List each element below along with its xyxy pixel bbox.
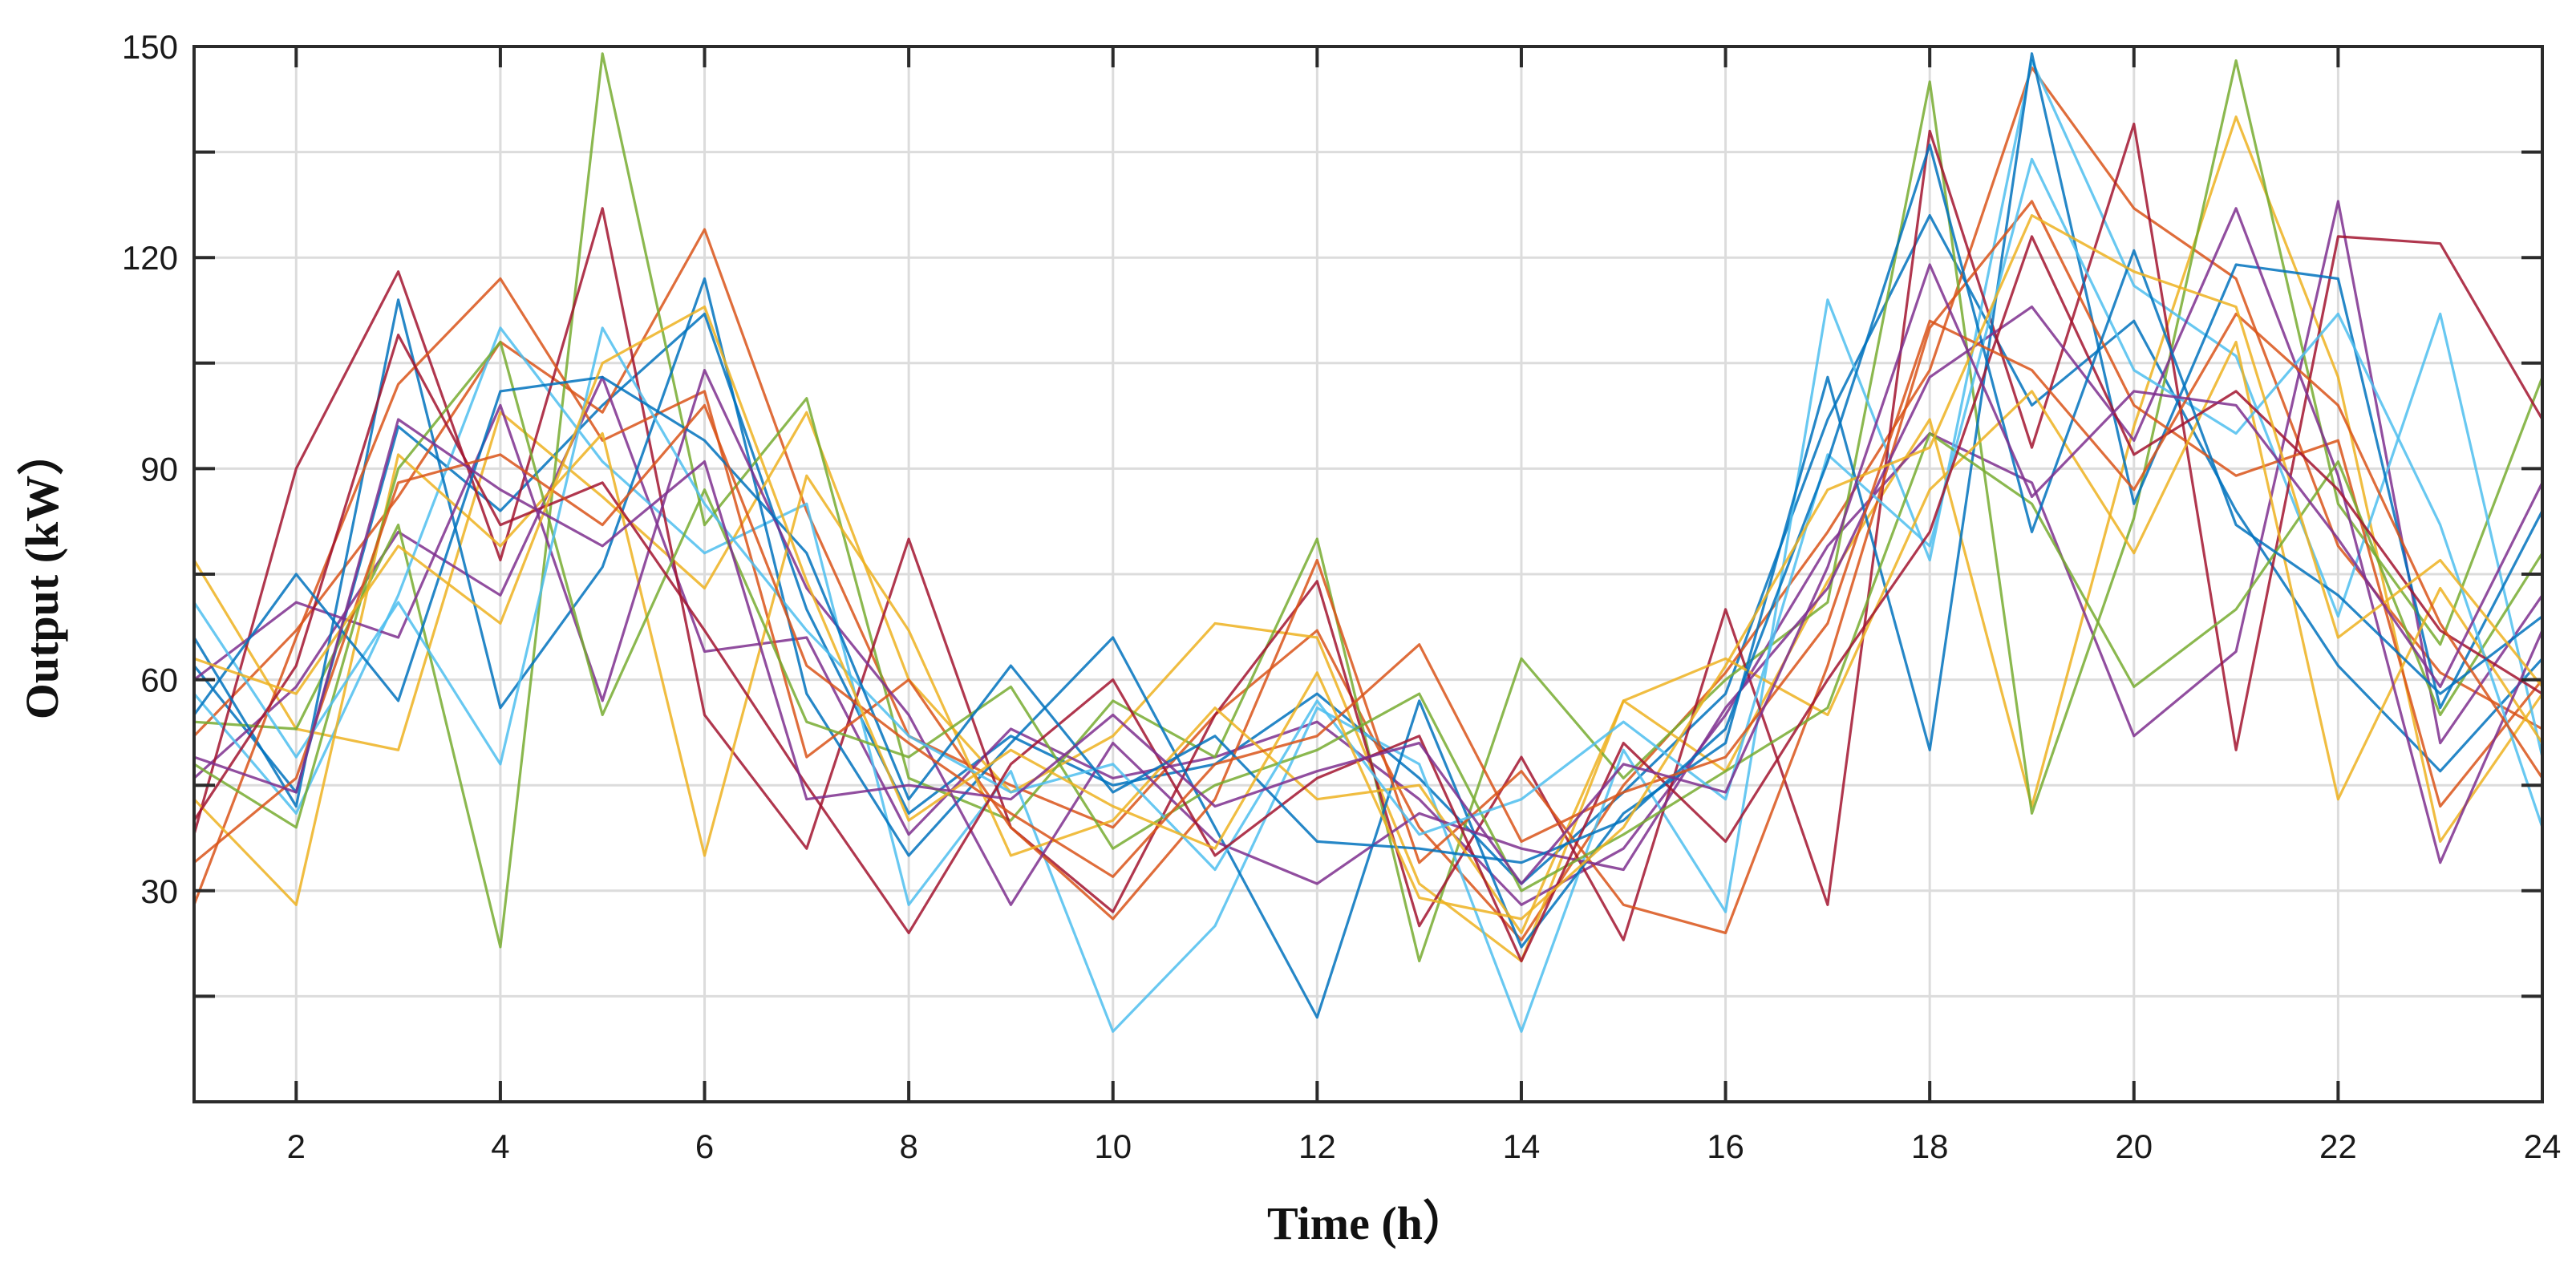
x-tick-label: 8 [899,1127,917,1165]
series-line [192,157,2544,872]
y-tick-label: 90 [140,450,178,488]
x-tick-label: 4 [491,1127,509,1165]
grid [194,47,2542,1102]
x-tick-label: 22 [2319,1127,2357,1165]
x-tick-label: 18 [1911,1127,1949,1165]
series-line [192,340,2544,935]
x-tick-label: 6 [695,1127,714,1165]
y-axis-title: Output (kW） [16,429,68,720]
series-line [192,144,2543,864]
y-tick-label: 60 [140,662,178,699]
y-tick-label: 120 [122,239,178,277]
x-tick-label: 24 [2524,1127,2562,1165]
series-line [192,122,2544,941]
x-tick-label: 16 [1707,1127,1744,1165]
y-tick-label: 30 [140,872,178,910]
x-tick-label: 14 [1503,1127,1541,1165]
axis-ticks [194,45,2544,1102]
series-lines [192,52,2544,1033]
x-tick-label: 20 [2115,1127,2153,1165]
series-line [192,52,2544,1019]
series-line [192,312,2544,878]
series-line [192,200,2544,935]
x-axis-title: Time (h） [1267,1197,1469,1249]
x-tick-label: 12 [1298,1127,1336,1165]
series-line [193,214,2544,921]
x-tick-label: 10 [1094,1127,1132,1165]
series-line [193,263,2544,885]
series-line [193,340,2544,893]
x-tick-label: 2 [287,1127,306,1165]
y-tick-label: 150 [122,28,178,66]
